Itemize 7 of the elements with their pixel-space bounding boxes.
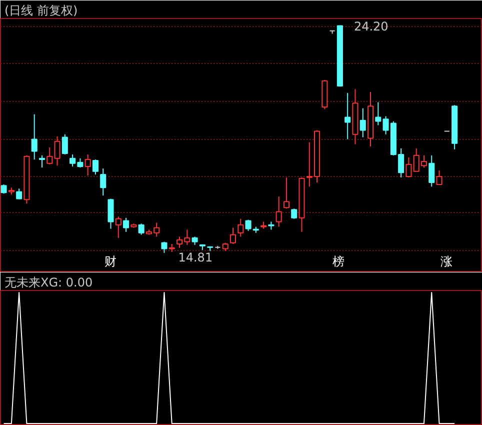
annotation: 财 (104, 254, 116, 268)
text: 24.20 (354, 19, 388, 34)
chart-title: 无未来XG: 0.00 (4, 276, 93, 290)
chart-title: (日线 前复权) (4, 4, 78, 18)
annotation: 涨 (440, 254, 452, 268)
text: 14.81 (178, 250, 213, 264)
annotation: 榜 (332, 254, 344, 268)
